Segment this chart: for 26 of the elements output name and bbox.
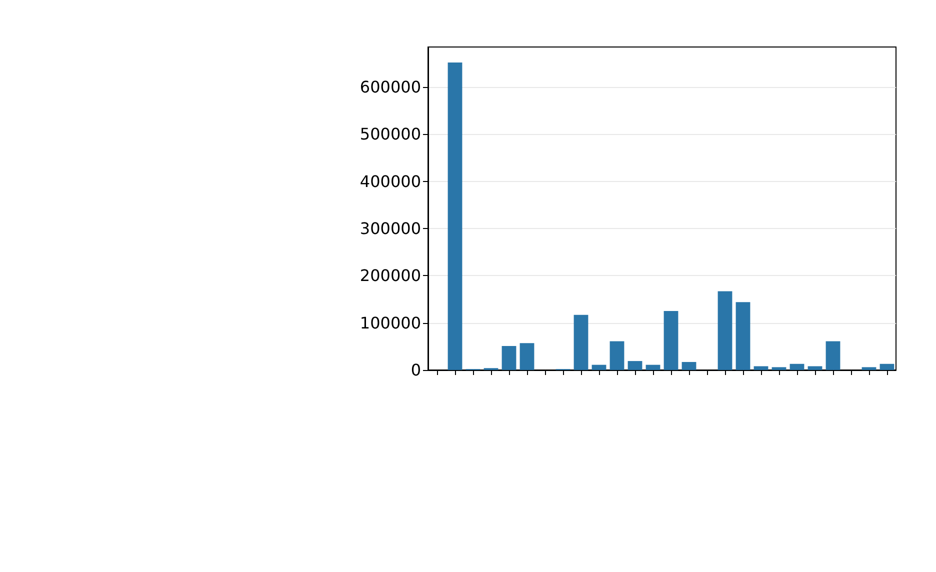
bar <box>736 302 750 370</box>
bar <box>646 364 660 370</box>
bar <box>610 341 624 370</box>
bar <box>592 364 606 370</box>
bar <box>862 367 876 370</box>
y-tick-label: 500000 <box>360 124 421 144</box>
y-tick-label: 600000 <box>360 78 421 97</box>
bar <box>772 367 786 370</box>
bar <box>808 366 822 370</box>
bar <box>520 343 534 370</box>
bar <box>754 366 768 370</box>
y-tick-label: 100000 <box>360 313 421 332</box>
y-tick-label: 300000 <box>360 219 421 238</box>
bar <box>826 341 840 370</box>
y-tick-label: 400000 <box>360 172 421 191</box>
bar <box>682 362 696 370</box>
y-tick-label: 0 <box>410 360 421 380</box>
bar <box>664 311 678 370</box>
bar <box>574 314 588 370</box>
y-tick-label: 200000 <box>360 266 421 286</box>
bar <box>880 364 894 370</box>
bar <box>502 346 516 370</box>
bar <box>628 361 642 370</box>
bar <box>718 291 732 370</box>
bar <box>790 364 804 370</box>
bar <box>448 62 462 370</box>
